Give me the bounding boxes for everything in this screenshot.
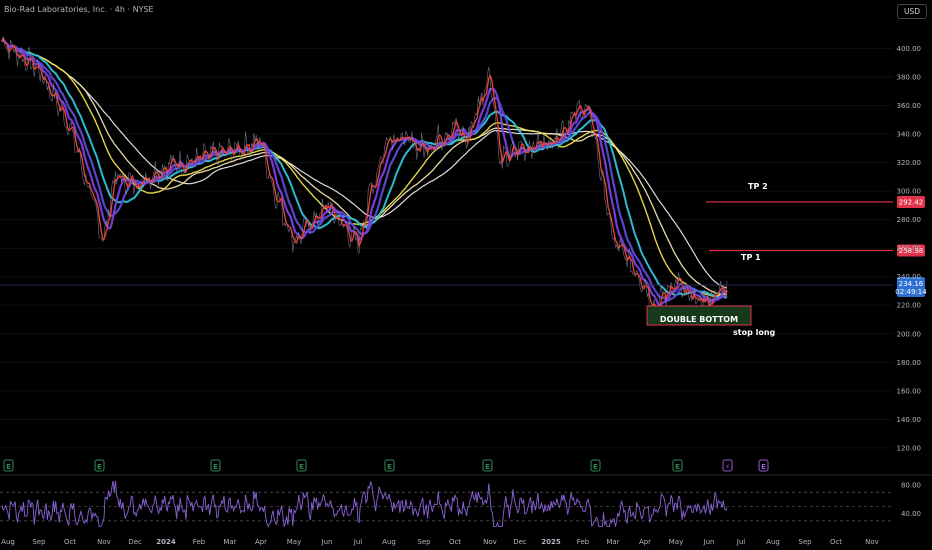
x-tick-label: Feb bbox=[193, 538, 206, 546]
x-tick-label: Sep bbox=[417, 538, 431, 546]
earnings-marker-label: ⚡ bbox=[725, 463, 730, 471]
earnings-marker bbox=[672, 459, 683, 472]
x-tick-label: Aug bbox=[382, 538, 396, 546]
y-tick-label: 180.00 bbox=[897, 359, 922, 367]
x-tick-label: Mar bbox=[606, 538, 619, 546]
earnings-marker bbox=[3, 459, 14, 472]
x-tick-label: Sep bbox=[32, 538, 46, 546]
tp1-label: TP 1 bbox=[741, 253, 761, 262]
y-tick-label: 400.00 bbox=[897, 45, 922, 53]
moving-averages bbox=[1, 36, 728, 307]
earnings-marker-label: E bbox=[593, 463, 598, 471]
earnings-marker bbox=[722, 459, 733, 472]
x-tick-label: Dec bbox=[513, 538, 527, 546]
rsi-tick-label: 40.00 bbox=[901, 510, 921, 518]
rsi-tick-label: 80.00 bbox=[901, 482, 921, 490]
x-tick-label: Mar bbox=[223, 538, 236, 546]
y-tick-label: 220.00 bbox=[897, 302, 922, 310]
y-tick-label: 260.00 bbox=[897, 245, 922, 253]
earnings-marker bbox=[384, 459, 395, 472]
x-tick-label: Jul bbox=[353, 538, 363, 546]
earnings-marker-label: E bbox=[299, 463, 304, 471]
x-tick-label: May bbox=[287, 538, 301, 546]
tp2-label: TP 2 bbox=[748, 182, 768, 191]
x-tick-label: Oct bbox=[449, 538, 461, 546]
x-tick-label: 2025 bbox=[541, 538, 561, 546]
price-line bbox=[1, 37, 728, 313]
level-tag bbox=[897, 195, 925, 208]
y-tick-label: 280.00 bbox=[897, 216, 922, 224]
level-tag-label: 292.42 bbox=[899, 198, 924, 206]
stop-long-label: stop long bbox=[733, 328, 776, 337]
y-tick-label: 120.00 bbox=[897, 444, 922, 452]
y-tick-label: 380.00 bbox=[897, 74, 922, 82]
y-axis: 120.00 140.00 160.00 180.00 200.00 220.00 240.… bbox=[897, 45, 922, 452]
ma-purple-line bbox=[1, 36, 728, 307]
x-tick-label: Nov bbox=[483, 538, 497, 546]
earnings-markers: E E E E E E E E ⚡ E bbox=[3, 459, 769, 472]
last-price-label: 234.16 bbox=[899, 280, 924, 288]
y-tick-label: 300.00 bbox=[897, 188, 922, 196]
rsi-panel: 40.00 80.00 bbox=[0, 474, 932, 528]
earnings-marker bbox=[590, 459, 601, 472]
x-tick-label: Jun bbox=[321, 538, 333, 546]
x-tick-label: Oct bbox=[830, 538, 842, 546]
ma-white-line bbox=[1, 37, 728, 289]
x-tick-label: Aug bbox=[1, 538, 15, 546]
y-tick-label: 340.00 bbox=[897, 131, 922, 139]
last-price-tag bbox=[897, 277, 925, 298]
x-tick-label: Oct bbox=[64, 538, 76, 546]
level-tag bbox=[897, 244, 925, 257]
x-axis: Aug Sep Oct Nov Dec 2024 Feb Mar Apr May Jun Jul Aug… bbox=[1, 538, 879, 546]
double-bottom-box bbox=[646, 305, 752, 326]
earnings-marker bbox=[296, 459, 307, 472]
x-tick-label: Nov bbox=[865, 538, 879, 546]
x-tick-label: 2024 bbox=[156, 538, 176, 546]
x-tick-label: Sep bbox=[798, 538, 812, 546]
earnings-marker bbox=[94, 459, 105, 472]
earnings-marker-label: E bbox=[387, 463, 392, 471]
earnings-marker bbox=[758, 459, 769, 472]
ma-cyan-line bbox=[1, 36, 728, 299]
y-tick-label: 360.00 bbox=[897, 102, 922, 110]
x-tick-label: Jul bbox=[736, 538, 746, 546]
earnings-marker-label: E bbox=[675, 463, 680, 471]
y-tick-label: 160.00 bbox=[897, 387, 922, 395]
earnings-marker bbox=[482, 459, 493, 472]
x-tick-label: Nov bbox=[97, 538, 111, 546]
rsi-line bbox=[1, 480, 728, 528]
countdown-label: 02:49:14 bbox=[895, 288, 927, 296]
x-tick-label: Apr bbox=[255, 538, 267, 546]
chart-title: Bio-Rad Laboratories, Inc. · 4h · NYSE bbox=[4, 5, 154, 14]
x-tick-label: Aug bbox=[766, 538, 780, 546]
price-series bbox=[1, 36, 728, 319]
x-tick-label: Dec bbox=[128, 538, 142, 546]
y-tick-label: 240.00 bbox=[897, 273, 922, 281]
x-tick-label: Jun bbox=[703, 538, 715, 546]
x-tick-label: May bbox=[669, 538, 683, 546]
earnings-marker-label: E bbox=[6, 463, 11, 471]
double-bottom-label: DOUBLE BOTTOM bbox=[660, 315, 738, 324]
earnings-marker bbox=[210, 459, 221, 472]
x-tick-label: Feb bbox=[577, 538, 590, 546]
earnings-marker-label: E bbox=[761, 463, 766, 471]
y-tick-label: 140.00 bbox=[897, 416, 922, 424]
currency-button[interactable]: USD bbox=[897, 4, 927, 19]
y-tick-label: 200.00 bbox=[897, 330, 922, 338]
y-tick-label: 320.00 bbox=[897, 159, 922, 167]
earnings-marker-label: E bbox=[213, 463, 218, 471]
level-tag-label: 258.38 bbox=[899, 247, 924, 255]
x-tick-label: Apr bbox=[639, 538, 651, 546]
grid bbox=[0, 48, 893, 449]
earnings-marker-label: E bbox=[485, 463, 490, 471]
price-wick-line bbox=[1, 36, 728, 319]
earnings-marker-label: E bbox=[97, 463, 102, 471]
ma-yellow-line bbox=[1, 37, 728, 297]
